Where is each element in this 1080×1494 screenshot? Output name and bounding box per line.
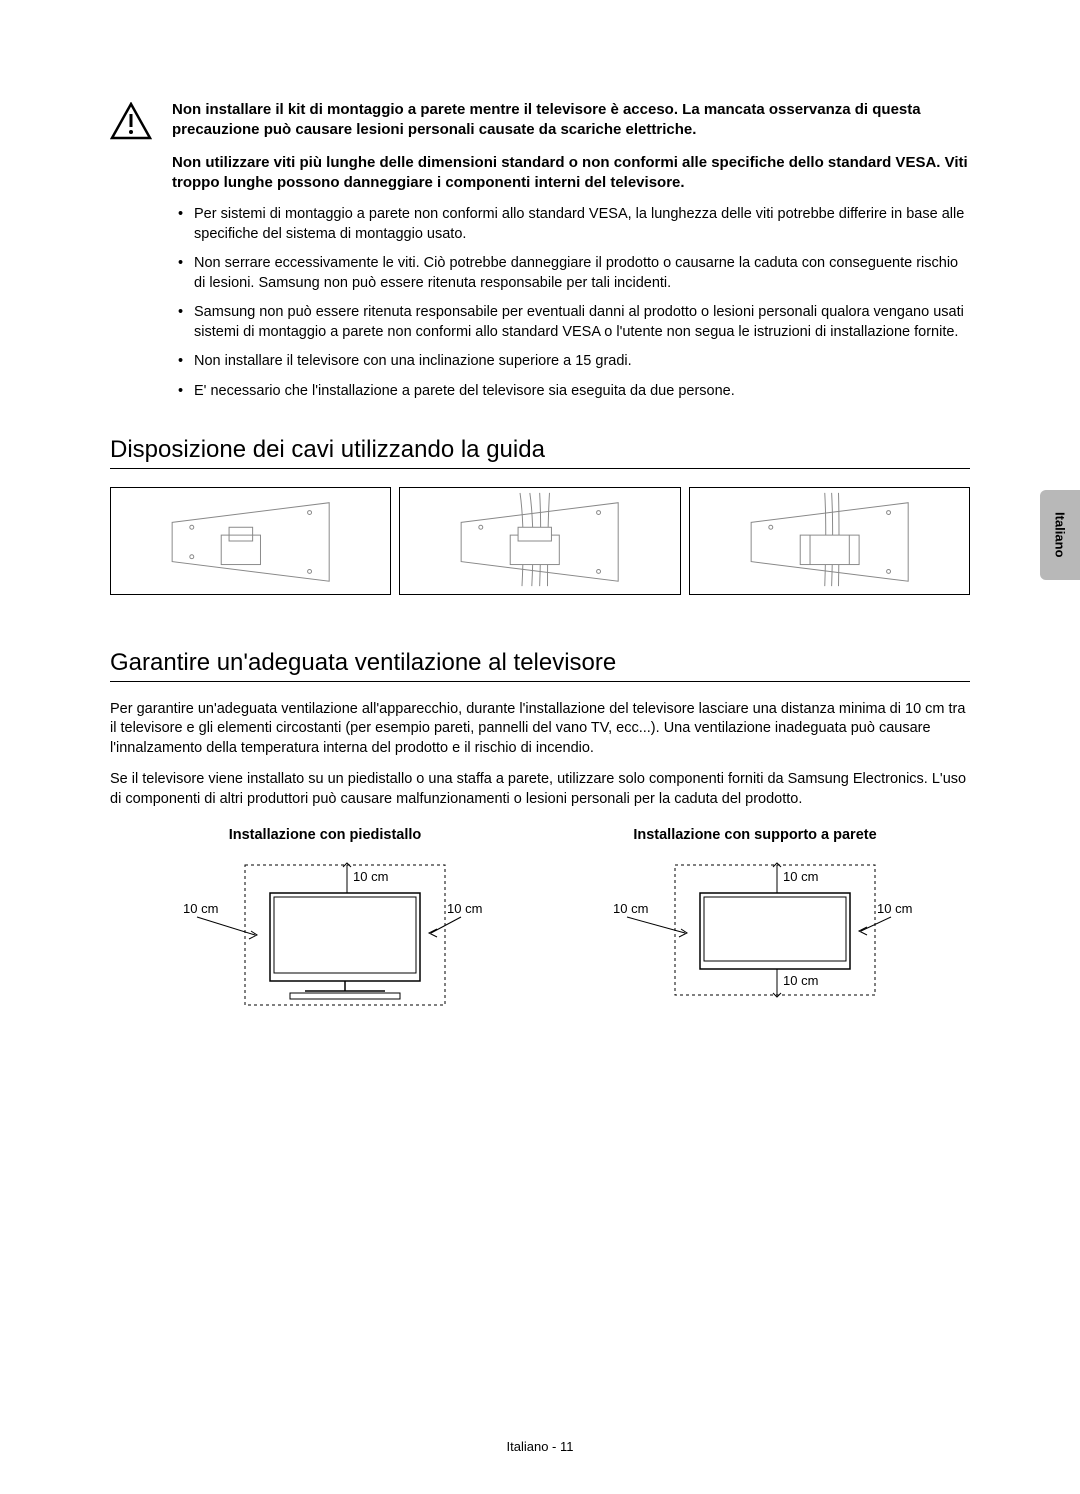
warning-triangle-icon (110, 102, 152, 140)
bullet-item: Samsung non può essere ritenuta responsa… (172, 303, 970, 342)
cable-image-2 (399, 487, 680, 595)
warning-text-1: Non installare il kit di montaggio a par… (172, 100, 970, 141)
dist-left: 10 cm (613, 901, 648, 916)
dist-right: 10 cm (447, 901, 482, 916)
bullet-item: Non serrare eccessivamente le viti. Ciò … (172, 254, 970, 293)
dist-right: 10 cm (877, 901, 912, 916)
section-title-ventilation: Garantire un'adeguata ventilazione al te… (110, 649, 970, 682)
cable-guide-images (110, 487, 970, 595)
dist-top: 10 cm (783, 869, 818, 884)
language-tab-label: Italiano (1053, 512, 1068, 558)
bullet-item: Non installare il televisore con una inc… (172, 352, 970, 372)
stand-diagram: 10 cm 10 cm 10 cm (165, 855, 485, 1015)
dist-bottom: 10 cm (783, 973, 818, 988)
install-stand-title: Installazione con piedistallo (165, 827, 485, 843)
warning-bullet-list: Per sistemi di montaggio a parete non co… (172, 205, 970, 402)
section-title-cables: Disposizione dei cavi utilizzando la gui… (110, 436, 970, 469)
dist-top: 10 cm (353, 869, 388, 884)
dist-left: 10 cm (183, 901, 218, 916)
bullet-item: E' necessario che l'installazione a pare… (172, 382, 970, 402)
warning-text-2: Non utilizzare viti più lunghe delle dim… (172, 153, 970, 194)
ventilation-paragraph-2: Se il televisore viene installato su un … (110, 770, 970, 809)
install-wall-title: Installazione con supporto a parete (595, 827, 915, 843)
cable-image-1 (110, 487, 391, 595)
cable-image-3 (689, 487, 970, 595)
wall-diagram: 10 cm 10 cm 10 cm 10 cm (595, 855, 915, 1015)
page-footer: Italiano - 11 (0, 1439, 1080, 1454)
language-tab: Italiano (1040, 490, 1080, 580)
ventilation-paragraph-1: Per garantire un'adeguata ventilazione a… (110, 700, 970, 759)
bullet-item: Per sistemi di montaggio a parete non co… (172, 205, 970, 244)
